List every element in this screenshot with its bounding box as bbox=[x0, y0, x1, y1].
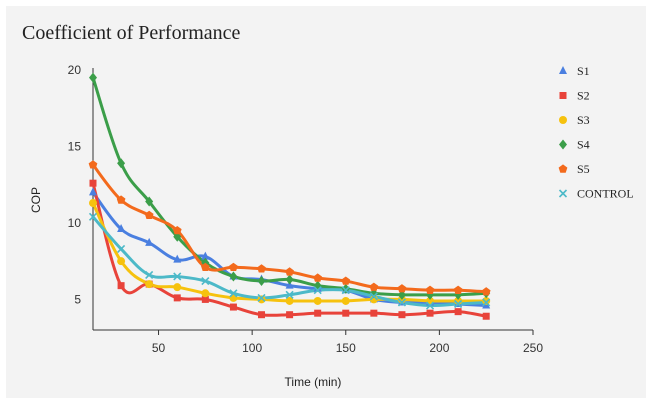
series-line-s4 bbox=[91, 76, 488, 297]
data-point-s5 bbox=[425, 285, 435, 294]
legend-label-s4: S4 bbox=[577, 138, 590, 152]
data-point-s3 bbox=[117, 257, 126, 266]
data-point-s2 bbox=[173, 294, 181, 302]
data-point-s5 bbox=[144, 210, 154, 220]
data-point-s5 bbox=[397, 284, 407, 293]
y-tick-label: 15 bbox=[68, 139, 82, 153]
data-point-control bbox=[425, 301, 435, 310]
data-point-s3 bbox=[285, 296, 294, 305]
data-point-s2 bbox=[482, 312, 490, 320]
data-point-s2 bbox=[426, 309, 434, 317]
legend-marker-s2 bbox=[559, 92, 567, 99]
data-point-s2 bbox=[454, 308, 462, 316]
data-point-s2 bbox=[398, 311, 406, 319]
data-point-s4 bbox=[117, 158, 126, 169]
data-point-s1 bbox=[145, 237, 154, 246]
data-point-s5 bbox=[257, 264, 266, 273]
data-point-s5 bbox=[453, 285, 463, 294]
y-tick-label: 10 bbox=[68, 216, 82, 230]
series-markers bbox=[88, 72, 491, 320]
x-axis-label: Time (min) bbox=[285, 375, 342, 389]
data-point-s4 bbox=[257, 276, 266, 287]
data-point-s2 bbox=[117, 282, 125, 290]
y-axis-label: COP bbox=[29, 187, 43, 213]
legend-label-s3: S3 bbox=[577, 113, 590, 127]
x-tick-label: 200 bbox=[429, 341, 449, 355]
data-point-s2 bbox=[286, 311, 294, 319]
data-point-control bbox=[341, 286, 350, 295]
data-point-control bbox=[313, 286, 322, 295]
data-point-s4 bbox=[285, 274, 294, 285]
data-point-s1 bbox=[117, 224, 126, 233]
data-point-s2 bbox=[229, 303, 237, 311]
data-point-s5 bbox=[341, 276, 351, 285]
legend-label-s2: S2 bbox=[577, 89, 590, 103]
data-point-s3 bbox=[313, 296, 322, 305]
data-point-control bbox=[88, 212, 98, 221]
data-point-s2 bbox=[342, 309, 350, 317]
tick-labels: 50 100 150 200 250 5 10 15 20 bbox=[68, 63, 544, 355]
legend: S1 S2 S3 S4 S5 CONTROL bbox=[558, 64, 634, 201]
data-point-control bbox=[454, 299, 463, 309]
data-point-s3 bbox=[173, 283, 182, 292]
data-point-s2 bbox=[314, 309, 322, 317]
data-point-s5 bbox=[369, 282, 379, 291]
data-point-s4 bbox=[89, 72, 97, 83]
data-point-s5 bbox=[229, 262, 238, 272]
legend-marker-control bbox=[558, 189, 568, 198]
data-point-s5 bbox=[88, 160, 98, 169]
data-point-control bbox=[257, 293, 266, 302]
data-point-s1 bbox=[173, 254, 182, 263]
y-tick-label: 5 bbox=[74, 292, 81, 306]
data-point-s3 bbox=[89, 199, 97, 208]
data-point-control bbox=[117, 244, 126, 254]
legend-marker-s3 bbox=[559, 116, 567, 124]
data-point-s2 bbox=[201, 295, 209, 303]
data-point-s3 bbox=[201, 289, 210, 298]
data-point-s3 bbox=[257, 295, 266, 304]
data-point-control bbox=[397, 298, 407, 307]
chart-title: Coefficient of Performance bbox=[22, 22, 241, 44]
x-tick-label: 150 bbox=[336, 341, 356, 355]
data-point-s2 bbox=[370, 309, 378, 317]
data-point-s3 bbox=[482, 296, 491, 305]
data-point-s5 bbox=[172, 225, 182, 235]
legend-label-control: CONTROL bbox=[577, 187, 634, 201]
data-point-control bbox=[482, 298, 491, 307]
legend-label-s5: S5 bbox=[577, 162, 590, 176]
legend-label-s1: S1 bbox=[577, 64, 590, 78]
data-point-s5 bbox=[285, 267, 294, 276]
x-tick-label: 50 bbox=[152, 341, 166, 355]
data-point-s2 bbox=[258, 311, 266, 319]
data-point-s1 bbox=[285, 280, 294, 289]
data-point-s2 bbox=[89, 179, 97, 187]
legend-marker-s1 bbox=[559, 66, 567, 74]
data-point-s5 bbox=[481, 287, 491, 296]
data-point-control bbox=[201, 276, 210, 286]
data-point-control bbox=[229, 289, 238, 298]
data-point-control bbox=[145, 270, 154, 280]
data-point-s3 bbox=[341, 296, 350, 305]
data-point-s4 bbox=[229, 271, 238, 282]
legend-marker-s4 bbox=[559, 139, 567, 150]
y-tick-label: 20 bbox=[68, 63, 82, 77]
chart-axes bbox=[92, 68, 533, 331]
data-point-control bbox=[285, 290, 294, 299]
data-point-s5 bbox=[313, 273, 323, 282]
data-point-s1 bbox=[89, 187, 97, 196]
legend-marker-s5 bbox=[558, 164, 568, 173]
data-point-s4 bbox=[145, 196, 154, 207]
data-point-control bbox=[369, 292, 378, 301]
data-point-s3 bbox=[145, 280, 154, 289]
chart-frame bbox=[6, 6, 646, 398]
data-point-s5 bbox=[116, 195, 126, 204]
x-tick-label: 100 bbox=[242, 341, 262, 355]
data-point-s5 bbox=[200, 262, 210, 272]
data-point-control bbox=[173, 272, 182, 281]
x-tick-label: 250 bbox=[523, 341, 543, 355]
data-point-s1 bbox=[201, 251, 210, 260]
